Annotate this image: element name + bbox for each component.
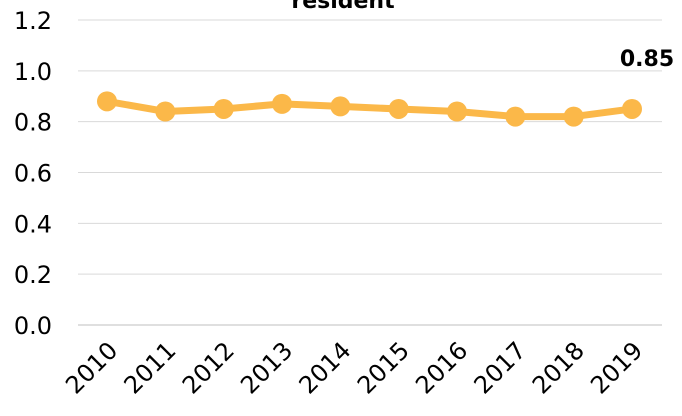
data-point-2018 — [563, 106, 584, 127]
x-tick-label: 2016 — [410, 336, 473, 399]
x-tick-label: 2012 — [177, 336, 240, 399]
data-point-2010 — [97, 91, 117, 112]
data-point-2019 — [622, 98, 642, 119]
x-tick-label: 2018 — [527, 336, 590, 399]
series-line — [103, 97, 636, 121]
x-tick-label: 2013 — [235, 336, 298, 399]
data-point-2014 — [330, 96, 351, 117]
data-point-2013 — [272, 93, 292, 114]
y-tick-label: 0.2 — [14, 261, 52, 289]
x-tick-label: 2011 — [119, 336, 182, 399]
x-tick-label: 2014 — [294, 336, 357, 399]
y-tick-label: 0.6 — [14, 160, 52, 188]
x-tick-label: 2010 — [60, 336, 123, 399]
data-point-2016 — [447, 101, 467, 122]
series-group — [97, 91, 642, 127]
x-tick-label: 2017 — [469, 336, 532, 399]
y-axis-tick-labels: 0.0 0.2 0.4 0.6 0.8 1.0 1.2 — [14, 7, 52, 340]
data-point-2012 — [213, 98, 234, 119]
data-point-2017 — [505, 106, 526, 127]
x-tick-label: 2019 — [585, 336, 648, 399]
y-tick-label: 1.2 — [14, 7, 52, 35]
y-tick-label: 0.0 — [14, 312, 52, 340]
y-tick-label: 1.0 — [14, 58, 52, 86]
y-tick-label: 0.8 — [14, 109, 52, 137]
gridlines — [78, 19, 662, 326]
x-tick-label: 2015 — [352, 336, 415, 399]
y-tick-label: 0.4 — [14, 210, 52, 238]
chart-title: resident — [291, 0, 395, 14]
data-label-2019: 0.85 — [620, 47, 674, 72]
data-point-2015 — [388, 98, 409, 119]
data-point-2011 — [155, 101, 176, 122]
